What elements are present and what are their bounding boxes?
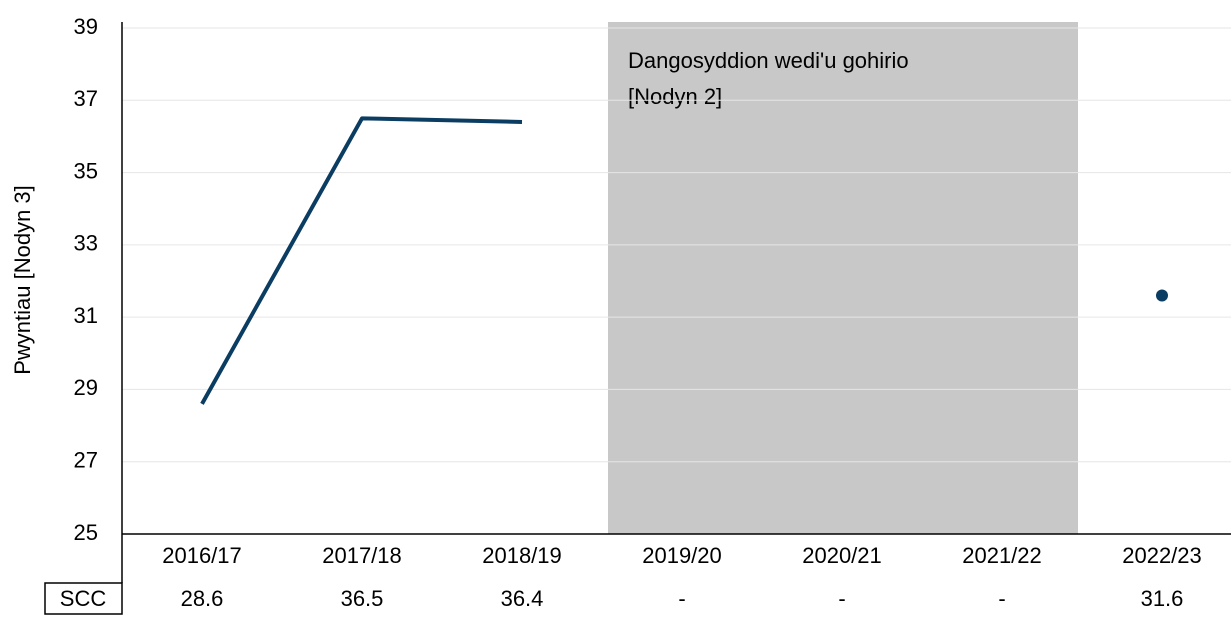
x-tick-label: 2018/19 [482, 543, 562, 568]
table-value: 36.5 [341, 586, 384, 611]
y-tick-label: 29 [74, 375, 98, 400]
table-value: 31.6 [1141, 586, 1184, 611]
table-value: - [678, 586, 685, 611]
annotation: [Nodyn 2] [628, 84, 722, 109]
table-series-name: SCC [60, 586, 107, 611]
x-tick-label: 2020/21 [802, 543, 882, 568]
table-value: 36.4 [501, 586, 544, 611]
y-tick-label: 39 [74, 14, 98, 39]
x-tick-label: 2016/17 [162, 543, 242, 568]
annotation: Dangosyddion wedi'u gohirio [628, 48, 909, 73]
table-value: - [998, 586, 1005, 611]
x-tick-label: 2017/18 [322, 543, 402, 568]
y-tick-label: 27 [74, 448, 98, 473]
line [200, 116, 523, 405]
y-tick-label: 37 [74, 86, 98, 111]
y-axis-label: Pwyntiau [Nodyn 3] [10, 185, 35, 375]
x-tick-label: 2022/23 [1122, 543, 1202, 568]
y-tick-label: 35 [74, 158, 98, 183]
y-tick-label: 33 [74, 231, 98, 256]
y-tick-label: 31 [74, 303, 98, 328]
point [1156, 289, 1168, 302]
shaded-region [608, 22, 1078, 534]
table-label-box [44, 582, 123, 615]
table-value: - [838, 586, 845, 611]
y-tick-label: 25 [74, 520, 98, 545]
x-tick-label: 2021/22 [962, 543, 1042, 568]
x-tick-label: 2019/20 [642, 543, 722, 568]
table-value: 28.6 [181, 586, 224, 611]
